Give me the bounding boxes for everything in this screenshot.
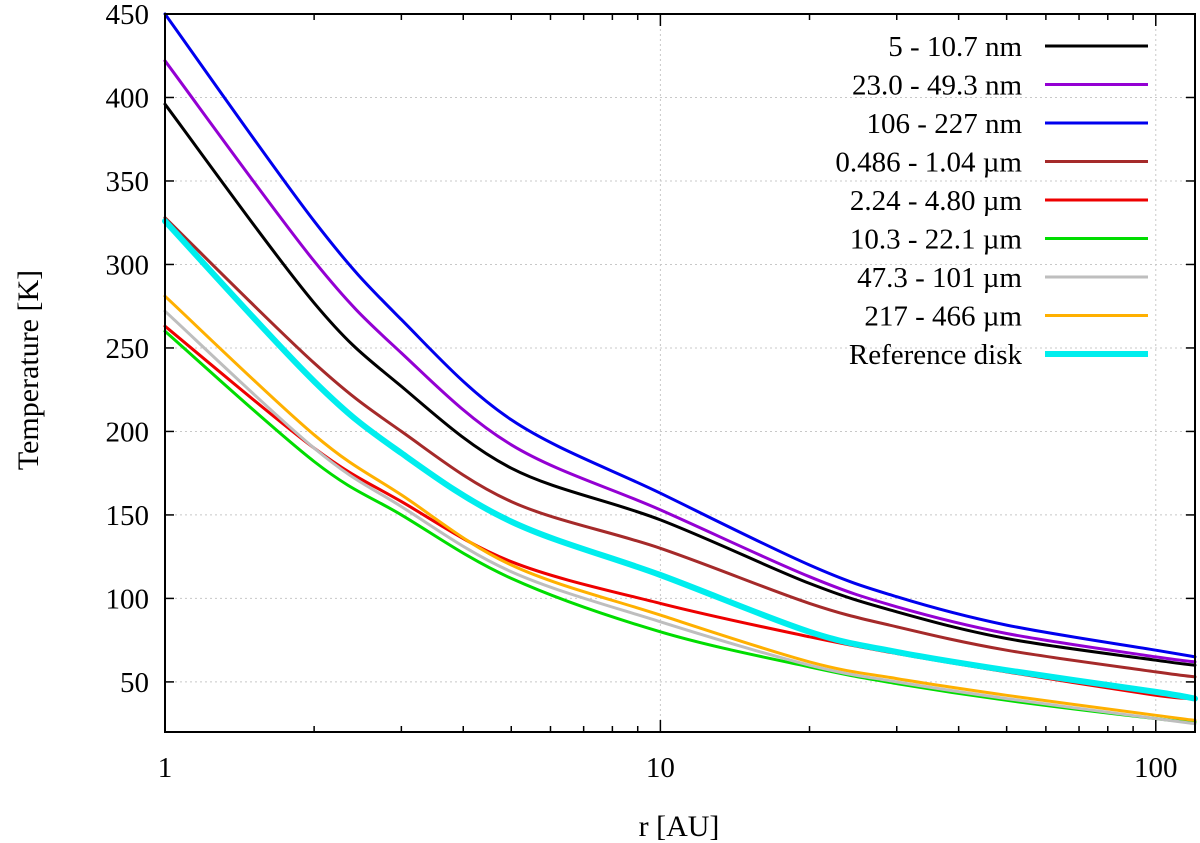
legend-label-2-24-4-80-m: 2.24 - 4.80 µm (850, 185, 1023, 217)
axis-ticks: 50 100 150 200 250 300 350 400 450 1 10 100 (106, 0, 1195, 784)
legend-label-reference-disk: Reference disk (849, 339, 1023, 371)
plot-frame (164, 13, 1196, 733)
y-tick-label: 350 (106, 166, 150, 198)
legend-label-10-3-22-1-m: 10.3 - 22.1 µm (850, 224, 1023, 256)
series-lines (162, 12, 1198, 726)
y-tick-label: 150 (106, 500, 150, 532)
legend-label-5-10-7-nm: 5 - 10.7 nm (888, 31, 1022, 63)
x-tick-label: 100 (1134, 752, 1178, 784)
y-tick-label: 400 (106, 82, 150, 114)
y-tick-label: 50 (120, 667, 149, 699)
x-axis-label: r [AU] (639, 810, 720, 843)
y-tick-label: 250 (106, 333, 150, 365)
y-axis-label: Temperature [K] (12, 270, 45, 470)
series-line-reference-disk (162, 218, 1198, 702)
series-line-23-0-49-3-nm (163, 59, 1197, 664)
series-line-217-466-m (163, 294, 1197, 722)
series-line-106-227-nm (163, 12, 1197, 659)
grid-lines (164, 13, 1195, 732)
legend-label-47-3-101-m: 47.3 - 101 µm (857, 262, 1022, 294)
legend-label-217-466-m: 217 - 466 µm (864, 301, 1022, 333)
y-tick-label: 200 (106, 416, 150, 448)
legend-label-23-0-49-3-nm: 23.0 - 49.3 nm (852, 70, 1022, 102)
y-tick-label: 450 (106, 0, 150, 31)
x-tick-label: 10 (646, 752, 675, 784)
series-line-5-10-7-nm (163, 102, 1197, 667)
series-line-0-486-1-04-m (163, 216, 1197, 679)
y-tick-label: 100 (106, 583, 150, 615)
y-tick-label: 300 (106, 249, 150, 281)
legend-label-106-227-nm: 106 - 227 nm (867, 108, 1023, 140)
series-line-47-3-101-m (163, 309, 1197, 726)
legend: 5 - 10.7 nm 23.0 - 49.3 nm 106 - 227 nm 0.4… (835, 31, 1148, 371)
x-tick-label: 1 (158, 752, 173, 784)
legend-label-0-486-1-04-m: 0.486 - 1.04 µm (835, 147, 1022, 179)
